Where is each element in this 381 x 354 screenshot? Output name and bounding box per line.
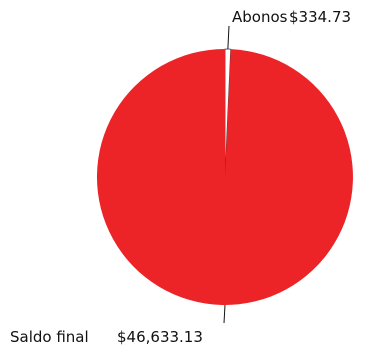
slice-labels: Abonos $334.73 Saldo final $46,633.13	[10, 8, 351, 346]
slice-label-saldo-final-value: $46,633.13	[117, 328, 203, 346]
label-leader-lines	[223, 25, 230, 324]
slice-label-abonos-value: $334.73	[289, 8, 351, 26]
slice-label-abonos-name: Abonos	[232, 8, 288, 26]
leader-line-saldo-final	[223, 304, 226, 324]
pie-slice-saldo-final	[96, 49, 353, 305]
slice-label-saldo-final-name: Saldo final	[10, 328, 89, 346]
pie-slices	[96, 48, 353, 305]
pie-slice-abonos	[224, 48, 232, 178]
leader-line-abonos	[227, 25, 230, 50]
